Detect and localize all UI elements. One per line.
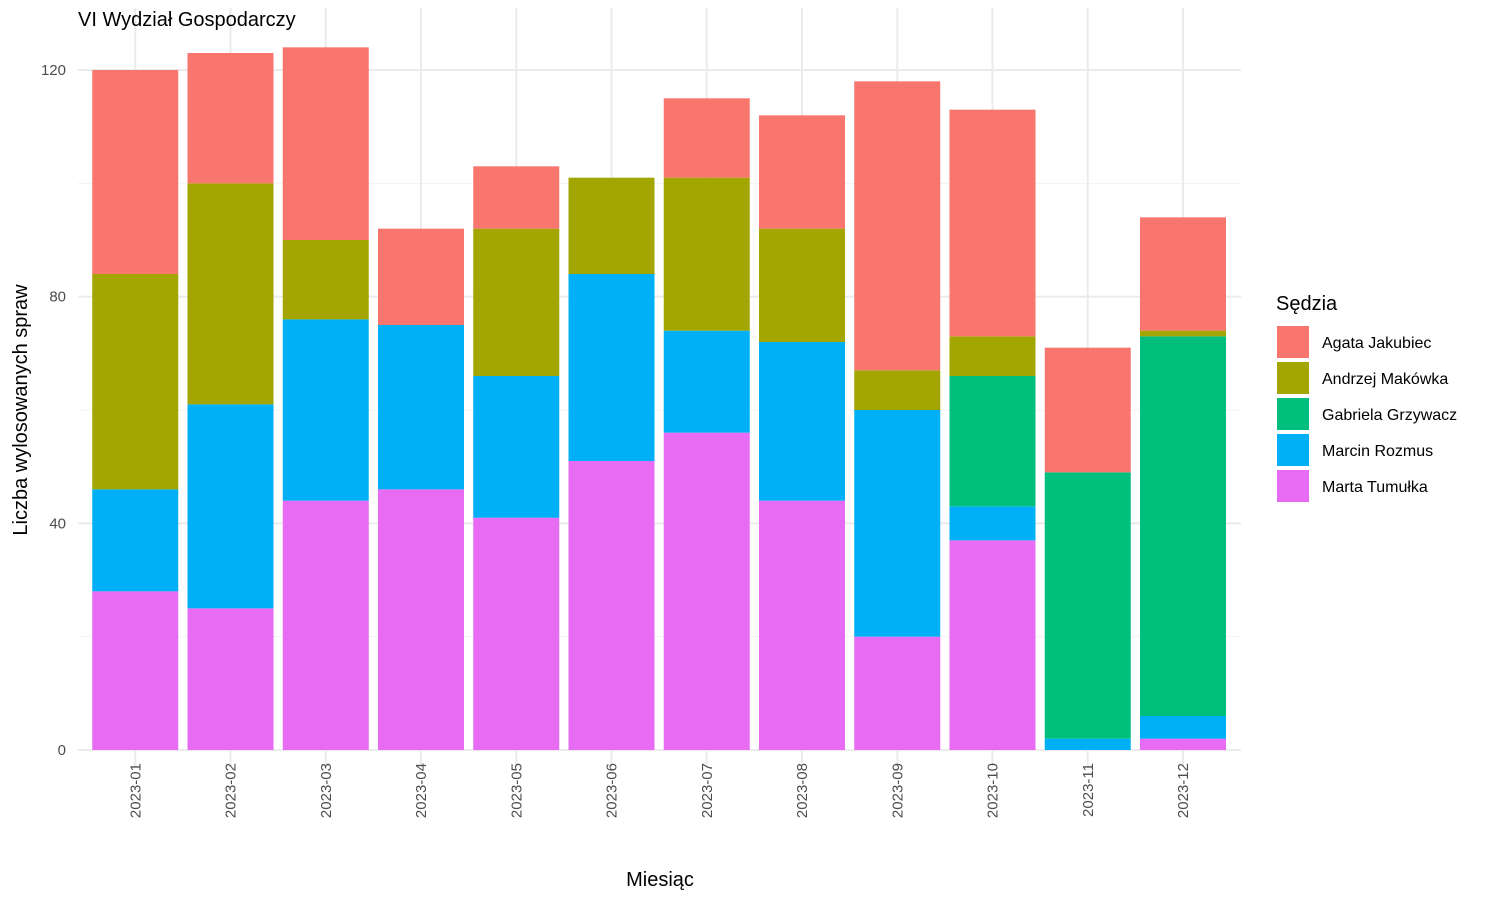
x-tick-label: 2023-09 xyxy=(889,763,906,818)
y-tick-label: 120 xyxy=(41,62,66,79)
x-tick-label: 2023-06 xyxy=(604,763,621,818)
bar-segment-2023-03-andrzej-makowka xyxy=(282,240,369,320)
legend-label: Gabriela Grzywacz xyxy=(1322,407,1457,424)
bar-segment-2023-01-andrzej-makowka xyxy=(92,274,179,490)
bar-segment-2023-07-marta-tumulka xyxy=(663,432,750,750)
bar-segment-2023-04-agata-jakubiec xyxy=(378,228,464,325)
bar-segment-2023-07-marcin-rozmus xyxy=(663,330,750,433)
bar-segment-2023-02-andrzej-makowka xyxy=(187,183,274,405)
bar-segment-2023-08-marta-tumulka xyxy=(759,500,845,750)
bar-segment-2023-08-andrzej-makowka xyxy=(759,228,845,342)
bar-segment-2023-09-andrzej-makowka xyxy=(854,370,941,410)
bar-segment-2023-06-marcin-rozmus xyxy=(568,274,655,461)
bar-segment-2023-09-marta-tumulka xyxy=(854,636,941,750)
bar-segment-2023-05-marta-tumulka xyxy=(473,517,560,750)
bar-segment-2023-03-agata-jakubiec xyxy=(282,47,369,241)
bar-segment-2023-12-marta-tumulka xyxy=(1140,738,1226,750)
bar-segment-2023-08-agata-jakubiec xyxy=(759,115,845,229)
bar-segment-2023-11-marcin-rozmus xyxy=(1044,738,1131,750)
y-axis-title: Liczba wylosowanych spraw xyxy=(10,284,32,536)
bar-segment-2023-01-marta-tumulka xyxy=(92,591,179,750)
legend-label: Agata Jakubiec xyxy=(1322,335,1431,352)
bar-segment-2023-03-marcin-rozmus xyxy=(282,319,369,501)
legend-title: Sędzia xyxy=(1276,293,1338,315)
legend: Sędzia Agata Jakubiec Andrzej Makówka Gabr… xyxy=(1276,293,1457,502)
legend-swatch xyxy=(1277,362,1309,394)
y-tick-label: 40 xyxy=(49,515,66,532)
legend-swatch xyxy=(1277,326,1309,358)
x-tick-label: 2023-11 xyxy=(1080,763,1097,817)
y-tick-label: 0 xyxy=(58,742,66,759)
bar-segment-2023-06-marta-tumulka xyxy=(568,461,655,750)
legend-items: Agata Jakubiec Andrzej Makówka Gabriela Gr… xyxy=(1277,326,1457,502)
bar-segment-2023-12-andrzej-makowka xyxy=(1140,330,1226,337)
chart-title: VI Wydział Gospodarczy xyxy=(78,9,296,31)
bar-segment-2023-11-agata-jakubiec xyxy=(1044,347,1131,473)
bar-segment-2023-07-agata-jakubiec xyxy=(663,98,750,178)
bar-segment-2023-04-marta-tumulka xyxy=(378,489,464,750)
legend-swatch xyxy=(1277,434,1309,466)
bar-segment-2023-04-marcin-rozmus xyxy=(378,325,464,490)
x-tick-label: 2023-04 xyxy=(413,763,430,818)
bar-segment-2023-01-agata-jakubiec xyxy=(92,70,179,274)
bar-segment-2023-09-marcin-rozmus xyxy=(854,410,941,637)
bar-segment-2023-10-marta-tumulka xyxy=(949,540,1036,750)
bar-segment-2023-07-andrzej-makowka xyxy=(663,177,750,331)
x-tick-label: 2023-08 xyxy=(794,763,811,818)
legend-label: Marta Tumułka xyxy=(1322,479,1428,496)
x-tick-label: 2023-07 xyxy=(699,763,716,818)
bar-segment-2023-12-agata-jakubiec xyxy=(1140,217,1226,331)
x-tick-label: 2023-10 xyxy=(985,763,1002,818)
bar-segment-2023-10-andrzej-makowka xyxy=(949,336,1036,376)
bar-segment-2023-10-marcin-rozmus xyxy=(949,506,1036,541)
y-tick-label: 80 xyxy=(49,289,66,306)
x-axis-title: Miesiąc xyxy=(626,869,694,891)
legend-swatch xyxy=(1277,470,1309,502)
bar-segment-2023-09-agata-jakubiec xyxy=(854,81,941,371)
legend-label: Andrzej Makówka xyxy=(1322,371,1448,388)
bar-segment-2023-10-gabriela-grzywacz xyxy=(949,376,1036,507)
y-axis-ticks: 0 40 80 120 xyxy=(41,62,66,759)
bar-segment-2023-10-agata-jakubiec xyxy=(949,109,1036,337)
x-tick-label: 2023-12 xyxy=(1175,763,1192,818)
bar-segment-2023-03-marta-tumulka xyxy=(282,500,369,750)
bar-segment-2023-02-marta-tumulka xyxy=(187,608,274,750)
bar-segment-2023-02-agata-jakubiec xyxy=(187,53,274,184)
x-tick-label: 2023-05 xyxy=(508,763,525,818)
bar-segment-2023-05-agata-jakubiec xyxy=(473,166,560,229)
x-tick-label: 2023-01 xyxy=(127,763,144,818)
bar-segment-2023-06-andrzej-makowka xyxy=(568,177,655,274)
x-axis-ticks: 2023-01 2023-02 2023-03 2023-04 2023-05 2023-… xyxy=(127,763,1192,818)
bar-segment-2023-12-gabriela-grzywacz xyxy=(1140,336,1226,716)
bars xyxy=(92,47,1226,750)
bar-segment-2023-12-marcin-rozmus xyxy=(1140,716,1226,739)
bar-segment-2023-01-marcin-rozmus xyxy=(92,489,179,592)
x-tick-label: 2023-02 xyxy=(223,763,240,818)
legend-swatch xyxy=(1277,398,1309,430)
legend-label: Marcin Rozmus xyxy=(1322,443,1433,460)
bar-segment-2023-05-andrzej-makowka xyxy=(473,228,560,376)
bar-segment-2023-08-marcin-rozmus xyxy=(759,342,845,501)
bar-segment-2023-11-gabriela-grzywacz xyxy=(1044,472,1131,739)
bar-segment-2023-02-marcin-rozmus xyxy=(187,404,274,609)
x-tick-label: 2023-03 xyxy=(318,763,335,818)
bar-segment-2023-05-marcin-rozmus xyxy=(473,376,560,518)
